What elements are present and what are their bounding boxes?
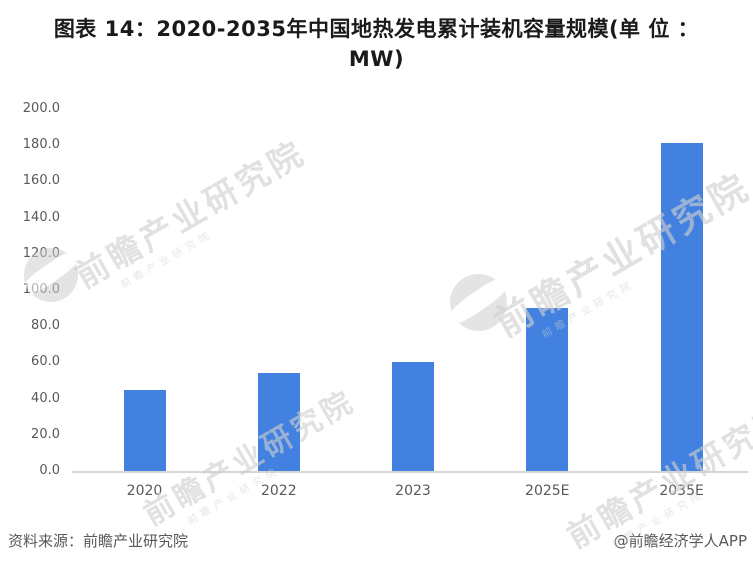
watermark-3: 前瞻产业研究院 前瞻产业研究院 [134, 377, 368, 544]
bar-2023 [392, 362, 434, 471]
y-tick-label-80.0: 80.0 [31, 318, 60, 334]
y-tick-label-40.0: 40.0 [31, 390, 60, 406]
bar-2025E [526, 308, 569, 471]
y-tick-label-0.0: 0.0 [39, 463, 60, 478]
y-tick-label-60.0: 60.0 [31, 354, 60, 370]
y-tick-label-160.0: 160.0 [22, 173, 60, 189]
data-source-note: 资料来源：前瞻产业研究院 [8, 532, 189, 550]
bar-2020 [123, 389, 166, 471]
y-tick-label-120.0: 120.0 [22, 245, 60, 261]
watermark-text: 前瞻产业研究院 [138, 383, 362, 533]
x-tick-label-2025E: 2025E [525, 483, 570, 499]
watermark-text: 前瞻产业研究院 [68, 132, 313, 296]
x-tick-label-2035E: 2035E [659, 483, 704, 499]
watermark-subtext: 前瞻产业研究院 [118, 228, 216, 291]
chart-title: 图表 14：2020-2035年中国地热发电累计装机容量规模(单 位 ： MW) [20, 14, 733, 74]
y-tick-label-20.0: 20.0 [31, 426, 60, 442]
watermark-1: 前瞻产业研究院 前瞻产业研究院 [65, 127, 319, 308]
bar-2035E [660, 143, 703, 471]
chart-title-line1: 图表 14：2020-2035年中国地热发电累计装机容量规模(单 位 ： [53, 17, 700, 41]
y-tick-label-180.0: 180.0 [22, 137, 60, 153]
x-tick-label-2020: 2020 [126, 483, 163, 499]
x-tick-label-2023: 2023 [395, 483, 431, 499]
y-tick-label-100.0: 100.0 [22, 282, 60, 297]
x-tick-label-2022: 2022 [260, 483, 297, 499]
bar-2022 [257, 373, 300, 471]
watermark-2: 前瞻产业研究院 前瞻产业研究院 [484, 157, 753, 358]
qianzhan-swoosh-logo-icon [450, 274, 507, 331]
y-tick-label-140.0: 140.0 [22, 209, 60, 225]
x-axis-line [72, 471, 748, 473]
y-tick-label-200.0: 200.0 [22, 101, 60, 116]
chart-title-line2: MW) [348, 47, 405, 71]
credit-note: @前瞻经济学人APP [613, 532, 747, 550]
